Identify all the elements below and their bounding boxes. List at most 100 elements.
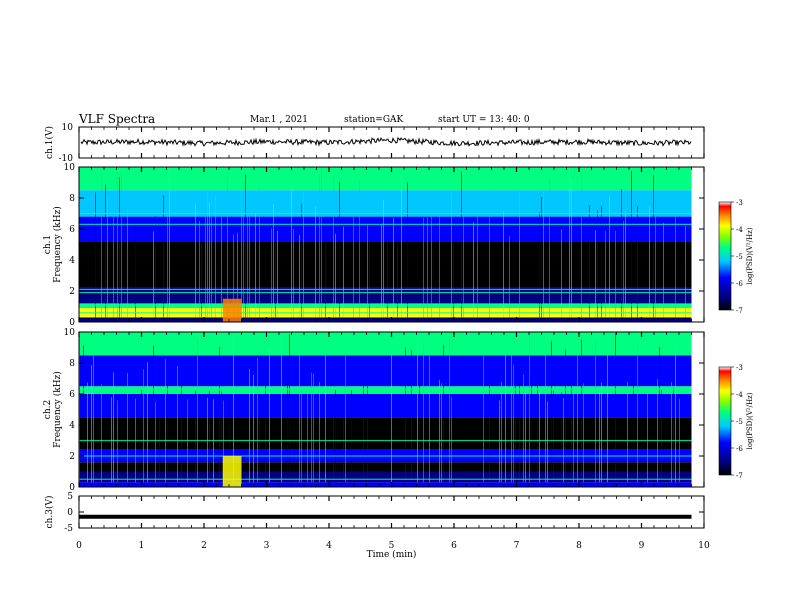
ch1-streak xyxy=(273,203,274,318)
ch2-streak xyxy=(147,362,148,483)
ch1-ylabel: Frequency (kHz) xyxy=(52,206,63,283)
ch2-colorbar-tick-label: -3 xyxy=(736,364,743,372)
time-tick-label: 9 xyxy=(639,541,645,551)
ch2-band-5 xyxy=(79,394,692,418)
time-tick-label: 6 xyxy=(451,541,457,551)
ch2-streak xyxy=(335,389,336,483)
ch2-streak xyxy=(87,382,88,483)
ch2-streak xyxy=(661,389,662,483)
ch1-streak xyxy=(199,220,200,318)
ch2-streak xyxy=(423,344,424,483)
ch2-streak xyxy=(257,357,258,483)
ch2-band-0 xyxy=(79,482,692,487)
ch1-streak xyxy=(155,216,156,318)
ch1-streak xyxy=(369,228,370,318)
ch1-streak xyxy=(227,171,228,318)
ch1-streak xyxy=(597,210,598,318)
ch2-band-7 xyxy=(79,355,692,387)
ch1-colorbar-tick-label: -4 xyxy=(736,226,743,234)
time-tick-label: 8 xyxy=(576,541,582,551)
ch2-streak xyxy=(513,364,514,483)
ch2-streak xyxy=(219,347,220,483)
ch2-streak xyxy=(101,384,102,483)
time-tick-label: 1 xyxy=(139,541,145,551)
ch1-band-4 xyxy=(79,241,692,288)
ch1-streak xyxy=(315,206,316,318)
ch2-streak xyxy=(529,335,530,483)
ch1-streak xyxy=(135,220,136,318)
ch1-streak xyxy=(655,204,656,318)
ch2-streak xyxy=(675,346,676,483)
ch1-waveform-ylabel: ch.1(V) xyxy=(44,126,55,159)
ch2-line-0 xyxy=(79,478,692,480)
ch2-streak xyxy=(601,382,602,483)
ch2-streak xyxy=(615,332,616,483)
ch2-line-3 xyxy=(79,388,692,390)
ch2-streak xyxy=(525,389,526,483)
ch1-streak xyxy=(605,230,606,318)
ch2-streak xyxy=(197,338,198,483)
ch1-streak xyxy=(119,177,120,318)
ch1-colorbar-tick-label: -6 xyxy=(736,280,743,288)
ch1-streak xyxy=(589,205,590,318)
ch2-streak xyxy=(281,336,282,483)
ch2-streak xyxy=(547,401,548,483)
ch1-streak xyxy=(293,229,294,318)
ch1-streak xyxy=(615,230,616,318)
ch1-line-0 xyxy=(79,312,692,314)
ch1-streak xyxy=(407,182,408,318)
ch1-streak xyxy=(637,205,638,318)
ch2-streak xyxy=(343,396,344,483)
time-tick-label: 2 xyxy=(201,541,207,551)
ch2-streak xyxy=(249,369,250,483)
time-tick-label: 0 xyxy=(76,541,82,551)
ch2-line-2 xyxy=(79,439,692,442)
ch1-streak xyxy=(205,209,206,318)
ch1-streak xyxy=(333,177,334,318)
ch2-ytick-label: 8 xyxy=(69,359,75,369)
ch1-streak xyxy=(663,222,664,318)
ch2-streak xyxy=(595,341,596,483)
ch2-streak xyxy=(265,380,266,483)
ch2-streak xyxy=(441,383,442,483)
ch1-streak xyxy=(561,229,562,318)
ch1-streak xyxy=(543,181,544,318)
ch1-line-3 xyxy=(79,288,692,291)
ch2-streak xyxy=(141,389,142,483)
ch2-streak xyxy=(311,372,312,483)
ch2-band-1 xyxy=(79,471,692,483)
ch1-band-5 xyxy=(79,216,692,242)
ch1-streak xyxy=(621,189,622,318)
ch2-streak xyxy=(93,338,94,483)
ch1-streak xyxy=(299,235,300,318)
ch2-streak xyxy=(91,364,92,483)
ch2-streak xyxy=(195,390,196,483)
ch2-streak xyxy=(363,385,364,483)
ch1-streak xyxy=(195,203,196,318)
ch1-streak xyxy=(101,173,102,318)
ch2-streak xyxy=(537,371,538,483)
ch1-streak xyxy=(649,206,650,318)
time-tick-label: 10 xyxy=(698,541,710,551)
ch2-streak xyxy=(411,349,412,483)
ch2-streak xyxy=(165,359,166,483)
time-axis-label: Time (min) xyxy=(367,549,417,560)
ch2-ylabel-channel: ch.2 xyxy=(43,400,53,419)
ch1-streak xyxy=(401,174,402,318)
ch2-streak xyxy=(581,339,582,483)
ch1-streak xyxy=(233,234,234,318)
ch2-streak xyxy=(571,375,572,483)
ch1-streak xyxy=(127,209,128,318)
ch1-streak xyxy=(105,184,106,318)
ch1-streak xyxy=(241,189,242,318)
ch2-streak xyxy=(429,335,430,483)
ch2-colorbar-tick-label: -6 xyxy=(736,445,743,453)
ch2-streak xyxy=(561,392,562,483)
ch1-streak xyxy=(453,222,454,318)
time-tick-label: 7 xyxy=(514,541,520,551)
ch2-streak xyxy=(531,377,532,483)
header-date: Mar.1 , 2021 xyxy=(250,115,308,125)
ch2-streak xyxy=(299,335,300,483)
ch2-streak xyxy=(391,353,392,483)
ch2-streak xyxy=(657,378,658,483)
